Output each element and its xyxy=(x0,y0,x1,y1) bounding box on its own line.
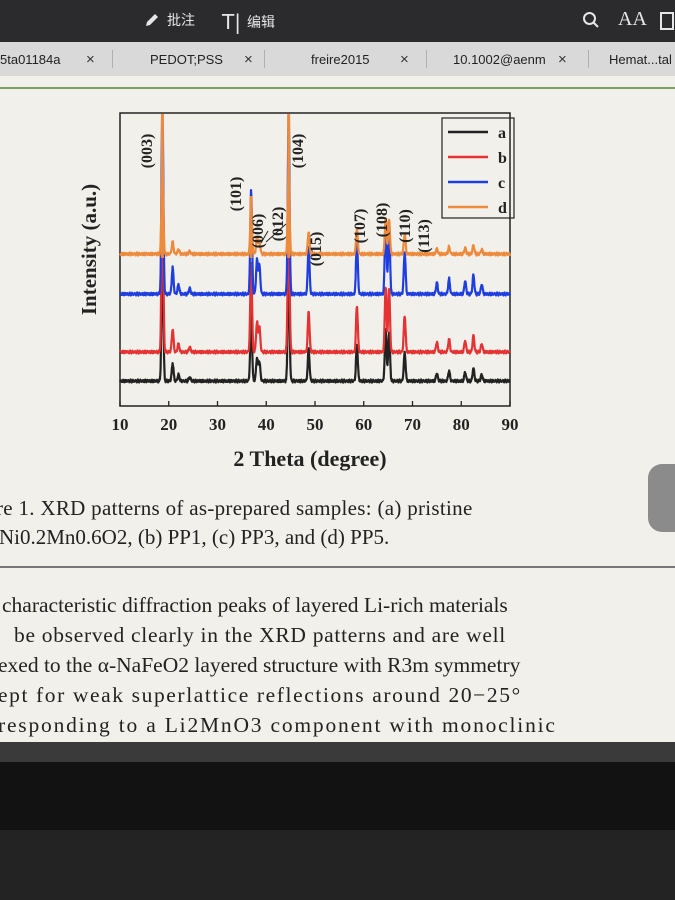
sidebar-toggle-icon[interactable] xyxy=(660,12,674,30)
text-cursor-icon: T| xyxy=(222,10,241,34)
bottom-bar xyxy=(0,742,675,762)
y-axis-label: Intensity (a.u.) xyxy=(77,184,101,315)
tab-3[interactable]: freire2015 × xyxy=(265,42,425,76)
tab-label: PEDOT;PSS xyxy=(150,51,223,67)
legend-box xyxy=(441,117,515,219)
peak-label: (107) xyxy=(352,209,369,244)
legend-label-c: c xyxy=(498,175,505,192)
body-line-5: responding to a Li2MnO3 component with m… xyxy=(0,713,557,737)
tab-1[interactable]: 5ta01184a × xyxy=(0,42,110,76)
series-line-c xyxy=(119,113,512,297)
pen-icon xyxy=(146,14,158,26)
edit-label: 编辑 xyxy=(246,14,275,30)
peak-label: (012) xyxy=(270,207,287,242)
tab-2[interactable]: PEDOT;PSS × xyxy=(113,42,263,76)
keyboard-area xyxy=(0,830,675,900)
series-line-d xyxy=(119,163,511,257)
tab-label: Hemat...tal xyxy=(609,51,672,67)
document-page: 10 20 30 40 50 60 70 80 90 2 Theta (degree) Intens… xyxy=(0,76,675,742)
peak-label: (113) xyxy=(416,219,433,253)
close-icon[interactable]: × xyxy=(558,50,567,68)
tab-5[interactable]: Hemat...tal xyxy=(589,42,675,76)
peak-label: (003) xyxy=(139,134,156,169)
top-toolbar: 批注 T| 编辑 AA xyxy=(0,0,675,42)
edit-button[interactable]: T| 编辑 xyxy=(222,10,275,34)
x-axis-label: 2 Theta (degree) xyxy=(233,446,386,471)
side-scroll-handle[interactable] xyxy=(648,464,675,532)
tab-label: freire2015 xyxy=(311,51,370,67)
caption-line-1: re 1. XRD patterns of as-prepared sample… xyxy=(0,496,473,520)
peak-label: (101) xyxy=(228,177,245,212)
annotation-arrow xyxy=(260,230,269,244)
top-rule xyxy=(0,87,675,89)
body-line-1: characteristic diffraction peaks of laye… xyxy=(2,593,508,617)
legend-label-a: a xyxy=(498,125,506,142)
search-icon xyxy=(583,12,599,28)
close-icon[interactable]: × xyxy=(244,50,253,68)
close-icon[interactable]: × xyxy=(86,50,95,68)
tab-label: 10.1002@aenm xyxy=(453,51,546,67)
figure-caption: re 1. XRD patterns of as-prepared sample… xyxy=(0,494,675,552)
caption-rule xyxy=(0,566,675,568)
tab-label: 5ta01184a xyxy=(0,51,61,67)
series-line-b xyxy=(119,187,511,355)
close-icon[interactable]: × xyxy=(400,50,409,68)
x-tick-label: 90 xyxy=(502,415,519,434)
legend-label-d: d xyxy=(498,200,507,217)
peak-label: (108) xyxy=(374,203,391,238)
series-line-a xyxy=(118,252,511,384)
peak-label: (015) xyxy=(308,232,325,267)
x-tick-label: 40 xyxy=(258,415,275,434)
legend-label-b: b xyxy=(498,150,507,167)
text-size-button[interactable]: AA xyxy=(618,8,647,31)
x-tick-label: 30 xyxy=(209,415,226,434)
x-tick-label: 20 xyxy=(160,415,177,434)
xrd-chart: 10 20 30 40 50 60 70 80 90 2 Theta (degree) Intens… xyxy=(77,112,519,471)
annotation-arrow xyxy=(265,223,287,243)
x-tick-label: 10 xyxy=(112,415,129,434)
body-text: characteristic diffraction peaks of laye… xyxy=(0,590,675,740)
body-line-2: be observed clearly in the XRD patterns … xyxy=(14,623,506,647)
caption-line-2: Ni0.2Mn0.6O2, (b) PP1, (c) PP3, and (d) … xyxy=(0,525,390,549)
x-tick-label: 60 xyxy=(355,415,372,434)
annotate-label: 批注 xyxy=(167,12,195,28)
tab-bar: 5ta01184a × PEDOT;PSS × freire2015 × 10.… xyxy=(0,42,675,76)
x-tick-label: 70 xyxy=(404,415,421,434)
body-line-3: exed to the α-NaFeO2 layered structure w… xyxy=(0,653,521,677)
tab-4[interactable]: 10.1002@aenm × xyxy=(427,42,587,76)
text-size-label: AA xyxy=(618,8,647,30)
annotate-button[interactable]: 批注 xyxy=(143,10,195,30)
peak-label: (006) xyxy=(250,214,267,249)
search-button[interactable] xyxy=(582,11,600,29)
peak-label: (110) xyxy=(397,209,414,243)
peak-label: (104) xyxy=(290,134,307,169)
x-tick-label: 50 xyxy=(307,415,324,434)
body-line-4: ept for weak superlattice reflections ar… xyxy=(0,683,522,707)
x-tick-label: 80 xyxy=(453,415,470,434)
